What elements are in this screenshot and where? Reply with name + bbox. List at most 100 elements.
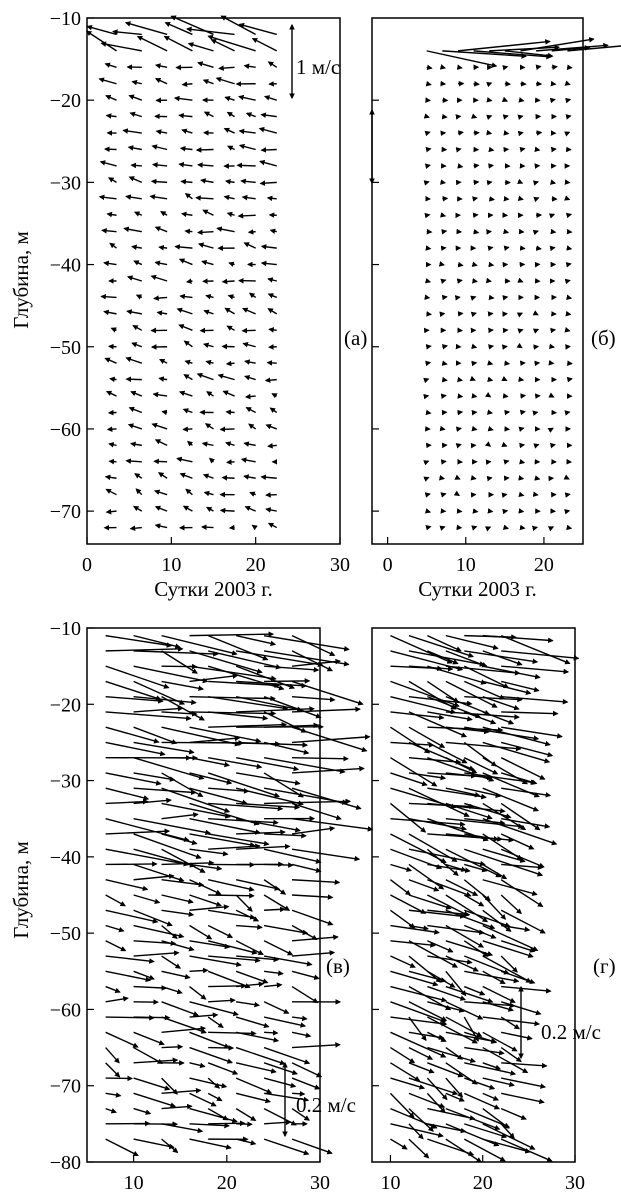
velocity-vector	[488, 294, 495, 301]
velocity-vector	[133, 705, 184, 713]
velocity-vector	[533, 196, 540, 203]
velocity-vector	[154, 226, 168, 233]
velocity-vector	[215, 76, 235, 85]
velocity-vector	[208, 892, 255, 899]
velocity-vector	[463, 665, 510, 689]
velocity-vector	[463, 1138, 506, 1162]
velocity-vector	[390, 879, 412, 896]
velocity-vector	[518, 426, 525, 432]
velocity-vector	[501, 680, 540, 693]
y-tick-label: −20	[50, 90, 81, 112]
velocity-vector	[408, 711, 468, 738]
velocity-vector	[427, 955, 473, 965]
velocity-vector	[197, 162, 214, 168]
velocity-vector	[260, 474, 277, 481]
velocity-vector	[501, 710, 559, 717]
velocity-vector	[240, 178, 256, 185]
velocity-vector	[224, 307, 235, 315]
velocity-vector	[517, 195, 524, 201]
velocity-vector	[226, 211, 235, 218]
velocity-vector	[408, 772, 447, 781]
plot-frame	[371, 627, 576, 1163]
plot-frame	[86, 17, 341, 545]
velocity-vector	[445, 1046, 464, 1060]
velocity-vector	[463, 1092, 501, 1110]
velocity-vector	[195, 195, 214, 201]
velocity-vector	[161, 802, 231, 819]
velocity-vector	[130, 390, 143, 397]
velocity-vector	[200, 178, 214, 184]
velocity-vector	[426, 1092, 446, 1114]
velocity-vector	[129, 111, 143, 118]
velocity-vector	[501, 96, 509, 102]
velocity-vector	[445, 696, 491, 716]
velocity-vector	[189, 1092, 217, 1107]
velocity-vector	[426, 1077, 448, 1101]
velocity-vector	[464, 772, 537, 785]
velocity-vector	[291, 765, 365, 774]
velocity-vector	[471, 261, 478, 267]
velocity-vector	[189, 787, 248, 806]
velocity-vector	[547, 526, 555, 532]
velocity-vector	[291, 879, 341, 886]
velocity-vector	[291, 863, 322, 873]
velocity-vector	[463, 1016, 479, 1042]
velocity-vector	[267, 522, 278, 529]
velocity-vector	[445, 1016, 483, 1037]
velocity-vector	[236, 843, 291, 850]
velocity-vector	[445, 726, 490, 735]
velocity-vector	[189, 818, 262, 835]
velocity-vector	[237, 213, 256, 219]
velocity-vector	[205, 293, 214, 300]
velocity-vector	[104, 62, 117, 68]
velocity-vector	[226, 111, 235, 118]
velocity-vector	[242, 341, 256, 348]
velocity-vector	[463, 879, 491, 902]
velocity-vector	[104, 474, 117, 481]
velocity-vector	[264, 906, 286, 913]
velocity-vector	[291, 1031, 312, 1038]
velocity-vector	[186, 26, 235, 36]
velocity-vector	[133, 726, 178, 745]
velocity-vector	[291, 650, 334, 672]
velocity-vector	[445, 879, 479, 896]
velocity-vector	[519, 146, 526, 153]
velocity-vector	[500, 1138, 553, 1162]
velocity-vector	[564, 131, 571, 137]
velocity-vector	[482, 848, 526, 863]
velocity-vector	[106, 426, 117, 432]
x-axis-label: Сутки 2004 г.	[144, 1195, 263, 1200]
velocity-vector	[267, 308, 278, 315]
velocity-vector	[135, 488, 143, 496]
velocity-vector	[268, 327, 277, 333]
velocity-vector	[463, 940, 489, 957]
velocity-vector	[122, 128, 142, 134]
velocity-vector	[423, 476, 430, 482]
velocity-vector	[130, 162, 142, 169]
velocity-vector	[291, 634, 336, 656]
velocity-vector	[221, 278, 235, 285]
velocity-vector	[189, 924, 213, 940]
velocity-vector	[260, 244, 277, 250]
velocity-vector	[425, 524, 432, 531]
panel-1: −10 −20 −30 −40 −50 −60 −70 0 10 20 30 Сутки 2003 г…	[9, 8, 367, 601]
velocity-vector	[264, 1119, 292, 1126]
velocity-vector	[161, 940, 195, 952]
velocity-vector	[235, 1031, 280, 1043]
velocity-vector	[426, 64, 433, 71]
velocity-vector	[105, 711, 192, 722]
velocity-vector	[464, 909, 511, 928]
panel-label: (в)	[326, 954, 350, 978]
velocity-vector	[263, 95, 277, 101]
velocity-vector	[408, 924, 429, 931]
velocity-vector	[183, 340, 193, 348]
velocity-vector	[136, 35, 168, 52]
velocity-vector	[264, 722, 320, 729]
velocity-vector	[408, 894, 452, 910]
velocity-vector	[440, 212, 447, 218]
velocity-vector	[390, 985, 448, 1003]
velocity-vector	[472, 278, 478, 284]
velocity-vector	[154, 63, 168, 69]
vector-field	[85, 15, 278, 531]
velocity-vector	[207, 1107, 229, 1121]
